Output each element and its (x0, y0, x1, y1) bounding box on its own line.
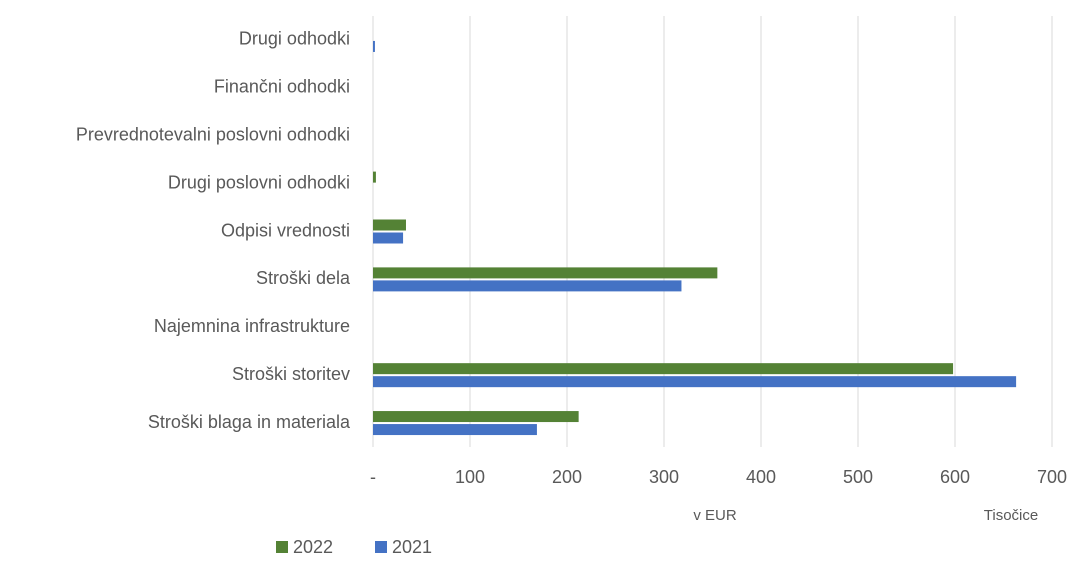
y-tick-label: Finančni odhodki (214, 77, 350, 97)
y-tick-label: Drugi odhodki (239, 29, 350, 49)
legend-label: 2022 (293, 537, 333, 556)
bar (373, 411, 579, 423)
x-tick-label: - (370, 467, 376, 487)
x-tick-label: 500 (843, 467, 873, 487)
axis-annotation: v EUR (693, 507, 737, 524)
legend-swatch (276, 541, 288, 553)
bar (373, 232, 404, 244)
bar (373, 219, 406, 231)
legend-swatch (375, 541, 387, 553)
bar (373, 280, 682, 292)
x-tick-label: 200 (552, 467, 582, 487)
x-tick-label: 400 (746, 467, 776, 487)
y-tick-label: Drugi poslovni odhodki (168, 172, 350, 192)
y-tick-label: Prevrednotevalni poslovni odhodki (76, 124, 350, 144)
x-tick-label: 700 (1037, 467, 1067, 487)
bar (373, 363, 954, 375)
y-tick-label: Stroški storitev (232, 364, 350, 384)
bar (373, 40, 375, 52)
y-tick-label: Stroški blaga in materiala (148, 412, 351, 432)
x-tick-label: 300 (649, 467, 679, 487)
bar (373, 424, 537, 436)
y-tick-label: Stroški dela (256, 268, 351, 288)
x-tick-label: 600 (940, 467, 970, 487)
y-tick-label: Odpisi vrednosti (221, 220, 350, 240)
axis-annotation: Tisočice (984, 507, 1038, 524)
bar (373, 376, 1017, 388)
bar (373, 267, 718, 279)
legend-label: 2021 (392, 537, 432, 556)
x-tick-label: 100 (455, 467, 485, 487)
bar (373, 171, 376, 183)
y-tick-label: Najemnina infrastrukture (154, 316, 350, 336)
